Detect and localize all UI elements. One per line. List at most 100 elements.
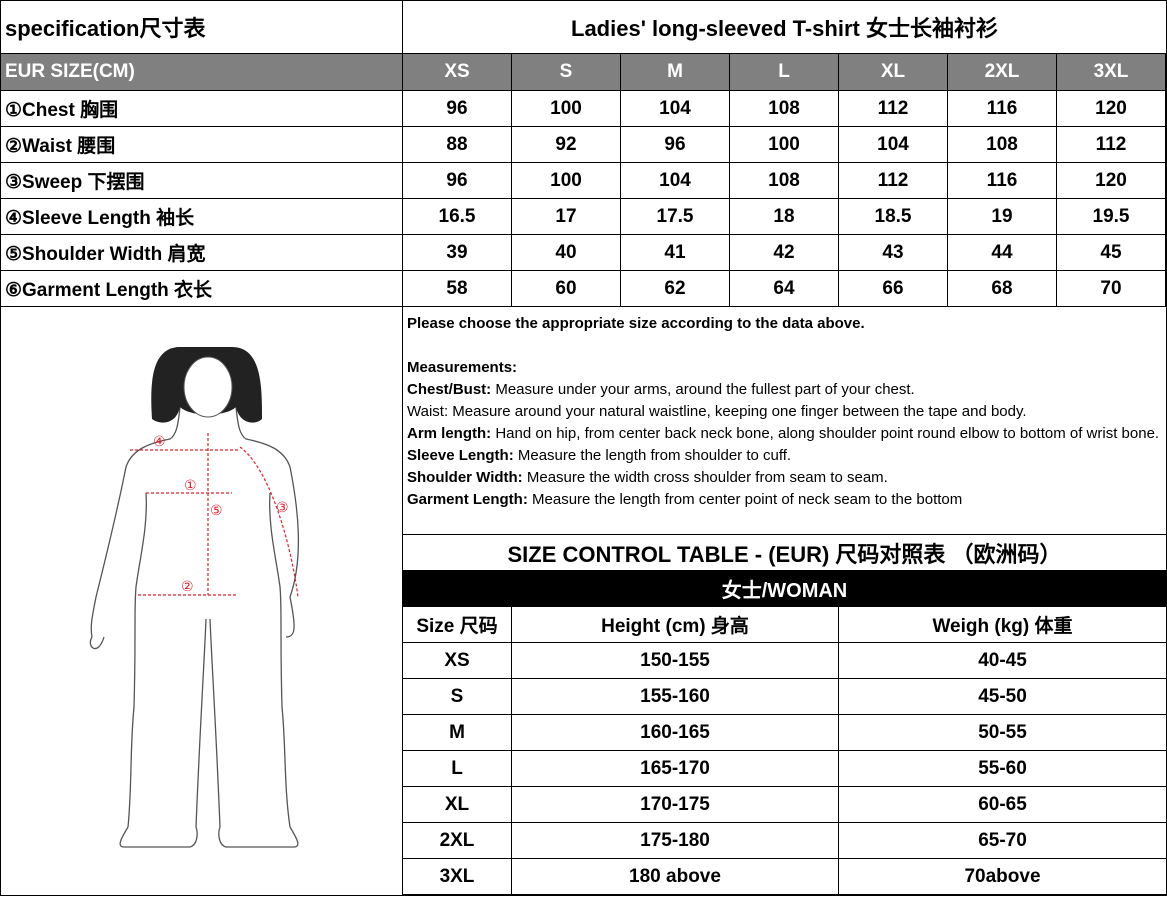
table-cell: 104 [621,91,730,127]
table-cell: 16.5 [403,199,512,235]
row-label: ①Chest 胸围 [0,91,403,127]
control-cell: 70above [839,859,1167,895]
table-cell: 19.5 [1057,199,1166,235]
table-cell: 43 [839,235,948,271]
note-item: Shoulder Width: Measure the width cross … [407,467,1163,489]
row-label: ③Sweep 下摆围 [0,163,403,199]
note-text: Hand on hip, from center back neck bone,… [491,425,1160,442]
note-term: Shoulder Width: [407,469,523,486]
marker-sleeve: ③ [276,500,289,516]
table-cell: 100 [730,127,839,163]
table-cell: 108 [948,127,1057,163]
notes-intro: Please choose the appropriate size accor… [407,315,865,332]
control-header: Height (cm) 身高 [512,607,839,643]
table-cell: 66 [839,271,948,307]
control-cell: 2XL [403,823,512,859]
table-cell: 18 [730,199,839,235]
table-cell: 96 [621,127,730,163]
size-header-3XL: 3XL [1057,54,1166,91]
table-cell: 68 [948,271,1057,307]
note-item: Chest/Bust: Measure under your arms, aro… [407,379,1163,401]
woman-outline-illustration: ① ② ③ ④ ⑤ [89,347,300,848]
control-title: SIZE CONTROL TABLE - (EUR) 尺码对照表 （欧洲码） [403,535,1167,571]
note-item: Arm length: Hand on hip, from center bac… [407,423,1163,445]
note-text: Waist: Measure around your natural waist… [407,403,1027,420]
table-cell: 40 [512,235,621,271]
table-cell: 96 [403,91,512,127]
note-text: Measure the length from center point of … [527,491,963,508]
control-header: Weigh (kg) 体重 [839,607,1167,643]
control-cell: 150-155 [512,643,839,679]
size-header-2XL: 2XL [948,54,1057,91]
control-cell: 50-55 [839,715,1167,751]
body-measurement-figure: ① ② ③ ④ ⑤ [0,307,403,896]
table-cell: 19 [948,199,1057,235]
control-cell: XL [403,787,512,823]
size-header-L: L [730,54,839,91]
table-cell: 45 [1057,235,1166,271]
table-cell: 100 [512,91,621,127]
control-cell: XS [403,643,512,679]
row-label: ②Waist 腰围 [0,127,403,163]
header-label: EUR SIZE(CM) [0,54,403,91]
size-header-XL: XL [839,54,948,91]
control-cell: S [403,679,512,715]
table-cell: 88 [403,127,512,163]
table-cell: 18.5 [839,199,948,235]
control-header: Size 尺码 [403,607,512,643]
marker-chest: ① [184,478,197,494]
marker-shoulder: ④ [153,434,166,450]
table-cell: 112 [839,91,948,127]
note-term: Sleeve Length: [407,447,514,464]
table-cell: 116 [948,163,1057,199]
table-cell: 120 [1057,91,1166,127]
note-item: Sleeve Length: Measure the length from s… [407,445,1163,467]
marker-length: ⑤ [210,503,223,519]
row-label: ⑥Garment Length 衣长 [0,271,403,307]
control-cell: 170-175 [512,787,839,823]
control-cell: 165-170 [512,751,839,787]
table-cell: 104 [621,163,730,199]
control-cell: 55-60 [839,751,1167,787]
control-cell: 65-70 [839,823,1167,859]
table-cell: 104 [839,127,948,163]
control-cell: 45-50 [839,679,1167,715]
table-cell: 44 [948,235,1057,271]
table-cell: 58 [403,271,512,307]
table-cell: 17.5 [621,199,730,235]
note-term: Garment Length: [407,491,528,508]
table-cell: 17 [512,199,621,235]
control-cell: 155-160 [512,679,839,715]
table-cell: 108 [730,163,839,199]
control-cell: 175-180 [512,823,839,859]
table-cell: 39 [403,235,512,271]
table-cell: 100 [512,163,621,199]
table-cell: 62 [621,271,730,307]
notes-heading: Measurements: [407,359,518,376]
table-cell: 42 [730,235,839,271]
table-cell: 112 [839,163,948,199]
table-cell: 70 [1057,271,1166,307]
table-cell: 96 [403,163,512,199]
note-text: Measure under your arms, around the full… [491,381,915,398]
marker-waist: ② [181,579,194,595]
table-cell: 60 [512,271,621,307]
note-text: Measure the width cross shoulder from se… [522,469,888,486]
note-item: Waist: Measure around your natural waist… [407,401,1163,423]
table-cell: 116 [948,91,1057,127]
size-header-M: M [621,54,730,91]
table-cell: 41 [621,235,730,271]
size-header-XS: XS [403,54,512,91]
control-cell: 60-65 [839,787,1167,823]
product-title: Ladies' long-sleeved T-shirt 女士长袖衬衫 [403,0,1167,54]
table-cell: 108 [730,91,839,127]
note-text: Measure the length from shoulder to cuff… [513,447,792,464]
table-cell: 120 [1057,163,1166,199]
row-label: ④Sleeve Length 袖长 [0,199,403,235]
measurement-notes: Please choose the appropriate size accor… [403,307,1167,535]
table-cell: 64 [730,271,839,307]
note-term: Chest/Bust: [407,381,492,398]
table-cell: 92 [512,127,621,163]
table-cell: 112 [1057,127,1166,163]
control-cell: 160-165 [512,715,839,751]
